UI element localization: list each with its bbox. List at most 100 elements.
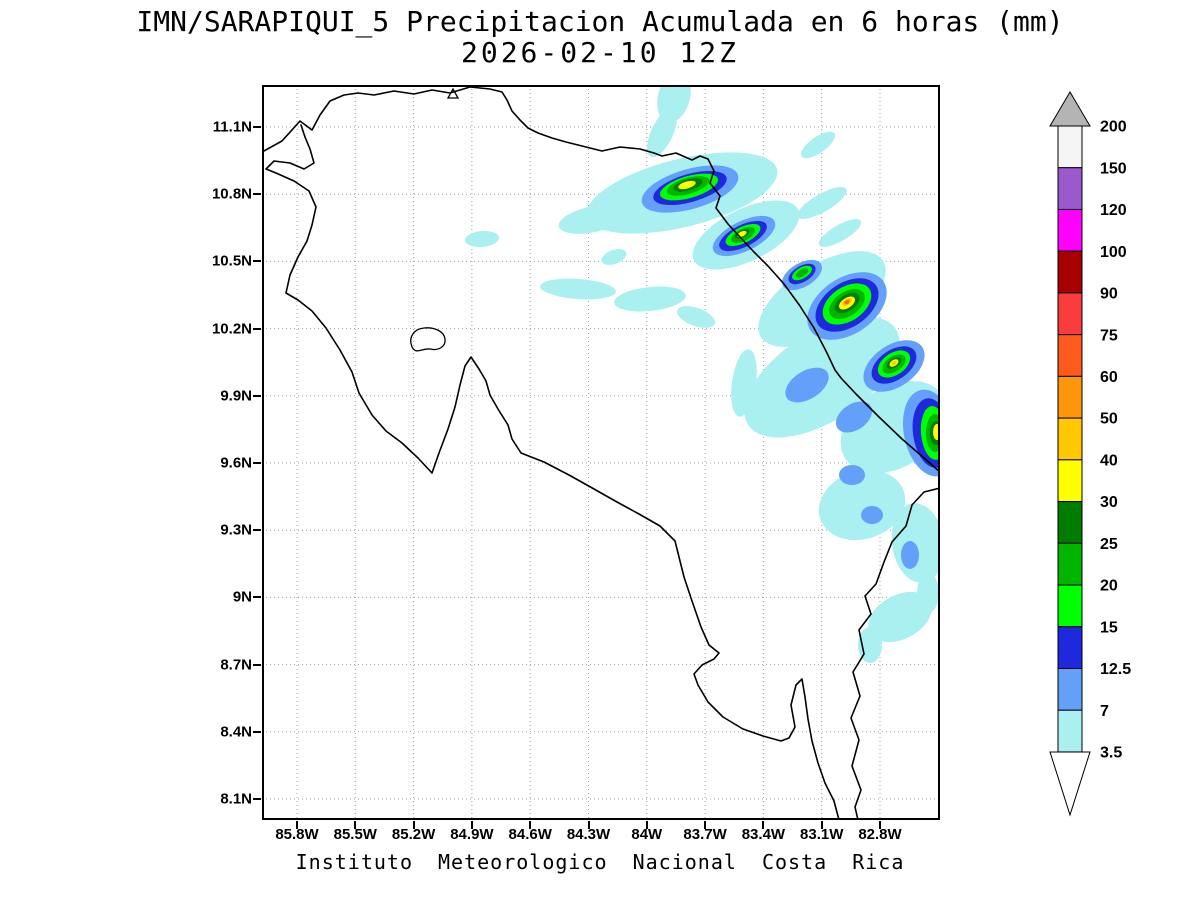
x-tick-mark (529, 821, 532, 829)
x-tick-mark (587, 821, 590, 829)
precip-blob-3.5mm (657, 71, 691, 123)
colorbar-label: 60 (1100, 369, 1118, 386)
page-subtitle: 2026-02-10 12Z (460, 36, 739, 69)
colorbar-label: 12.5 (1100, 661, 1131, 678)
y-tick-mark (253, 193, 261, 196)
y-tick-label: 8.1N (220, 790, 252, 808)
y-tick-label: 8.4N (220, 723, 252, 741)
y-tick-label: 10.2N (211, 320, 252, 338)
colorbar-label: 7 (1100, 703, 1109, 720)
colorbar-label: 50 (1100, 411, 1118, 428)
colorbar-segment (1057, 501, 1083, 544)
y-tick-label: 9.6N (220, 454, 252, 472)
colorbar-label: 30 (1100, 494, 1118, 511)
y-tick-mark (253, 462, 261, 464)
colorbar-label: 100 (1100, 244, 1127, 261)
colorbar-svg: 200 150 120 100 90 75 60 50 40 30 25 20 15 12.5 7 3.5 (1049, 91, 1131, 817)
y-tick-label: 10.8N (211, 185, 252, 203)
y-tick-mark (253, 596, 261, 599)
footer-text: Instituto Meteorologico Nacional Costa R… (295, 850, 905, 874)
colorbar-label: 25 (1100, 536, 1118, 553)
colorbar-segment (1057, 709, 1083, 753)
precip-blob-3.5mm (917, 573, 939, 613)
coastline-path (261, 86, 941, 473)
colorbar: 200 150 120 100 90 75 60 50 40 30 25 20 15 12.5 7 3.5 (1046, 88, 1200, 828)
precip-blob-3.5mm (797, 186, 847, 220)
colorbar-segment (1057, 584, 1083, 628)
y-tick-mark (253, 126, 261, 128)
plot-frame (262, 85, 940, 820)
precip-blob-3.5mm (601, 249, 627, 265)
colorbar-label: 15 (1100, 619, 1118, 636)
precip-blob-3.5mm (818, 469, 906, 541)
y-tick-mark (253, 529, 261, 532)
y-tick-label: 8.7N (220, 656, 252, 674)
x-tick-mark (412, 821, 415, 829)
y-tick-label: 9.3N (220, 521, 252, 539)
precip-blob-60mm (844, 300, 850, 304)
colorbar-label: 120 (1100, 202, 1127, 219)
y-tick-mark (253, 730, 261, 733)
precip-blob-30mm (678, 180, 696, 190)
x-tick-mark (879, 821, 881, 829)
colorbar-segment (1057, 250, 1083, 294)
colorbar-label: 90 (1100, 286, 1118, 303)
coastline-path (265, 124, 840, 821)
precip-blob-7mm (861, 506, 883, 524)
map-plot-area (261, 71, 958, 821)
colorbar-segment (1057, 417, 1083, 461)
inland-lake-outline (410, 327, 446, 352)
precip-blob-7mm (785, 367, 829, 403)
plot-frame-group (262, 85, 940, 820)
y-tick-mark (253, 798, 261, 800)
precip-blob-3.5mm (647, 108, 677, 158)
colorbar-segment (1057, 292, 1083, 336)
precip-blob-40mm (891, 360, 897, 366)
y-tick-mark (253, 394, 261, 397)
colorbar-label: 150 (1100, 160, 1127, 177)
y-tick-mark (253, 260, 261, 263)
colorbar-segment (1057, 208, 1083, 252)
x-tick-label: 83.4W (741, 826, 786, 843)
colorbar-segment (1057, 167, 1083, 210)
colorbar-segment (1057, 375, 1083, 419)
x-tick-label: 84.6W (508, 826, 552, 843)
lake-island-outline (446, 87, 460, 99)
precip-blob-3.5mm (800, 131, 836, 159)
x-tick-mark (645, 821, 648, 829)
precip-blob-3.5mm (558, 204, 630, 234)
precip-blob-3.5mm (540, 278, 616, 300)
precip-blob-20mm (795, 268, 809, 278)
precip-blob-3.5mm (818, 219, 862, 247)
x-tick-label: 82.8W (858, 826, 902, 843)
precip-blob-3.5mm (731, 349, 757, 417)
precip-blob-7mm (839, 465, 865, 485)
y-tick-label: 9N (232, 588, 252, 606)
precip-blob-7mm (901, 541, 919, 569)
precip-blob-3.5mm (868, 591, 932, 643)
x-tick-label: 83.1W (800, 826, 844, 843)
precip-blob-3.5mm (614, 286, 686, 312)
colorbar-over-arrow (1049, 91, 1091, 127)
precip-blob-3.5mm (676, 306, 716, 328)
x-tick-label: 85.8W (275, 826, 319, 843)
colorbar-segment (1057, 667, 1083, 711)
colorbar-label: 20 (1100, 578, 1118, 595)
map-svg (261, 71, 958, 821)
colorbar-label: 75 (1100, 327, 1118, 344)
colorbar-label: 200 (1100, 119, 1127, 136)
x-tick-mark (820, 821, 823, 829)
colorbar-segment (1057, 459, 1083, 503)
precip-blob-3.5mm (465, 230, 499, 248)
x-tick-mark (296, 821, 298, 829)
y-tick-label: 11.1N (212, 118, 252, 136)
precipitation-shading-group (465, 71, 958, 663)
colorbar-segment (1057, 334, 1083, 377)
colorbar-segment (1057, 626, 1083, 669)
colorbar-label: 40 (1100, 452, 1118, 469)
x-tick-mark (470, 821, 473, 829)
x-tick-mark (762, 821, 765, 829)
colorbar-under-arrow (1049, 751, 1091, 817)
x-tick-label: 84.3W (566, 826, 611, 843)
